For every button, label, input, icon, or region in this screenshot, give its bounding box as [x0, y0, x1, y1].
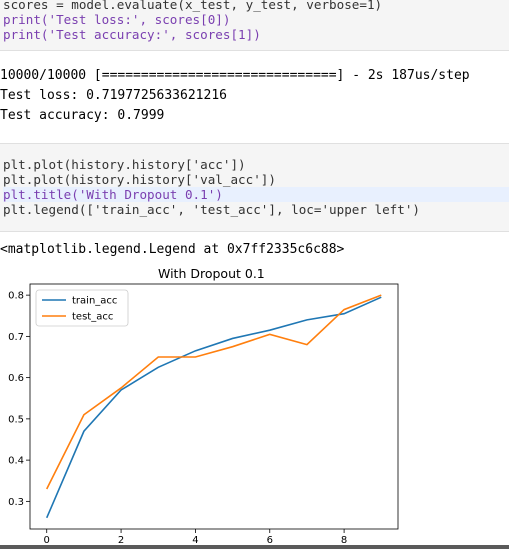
chart-title: With Dropout 0.1 [158, 266, 265, 281]
code-line-1: scores = model.evaluate(x_test, y_test, … [3, 0, 383, 12]
y-tick-label: 0.4 [8, 456, 24, 467]
x-tick-label: 4 [192, 535, 198, 546]
code-line-3: print('Test accuracy:', scores[1]) [3, 27, 261, 42]
plot-frame [29, 283, 399, 530]
x-tick-label: 0 [44, 535, 50, 546]
legend-label-test_acc: test_acc [72, 312, 113, 323]
y-tick-label: 0.5 [8, 414, 24, 425]
y-tick-label: 0.6 [8, 373, 24, 384]
progress-output: 10000/10000 [===========================… [0, 68, 470, 83]
code-line-4: plt.legend(['train_acc', 'test_acc'], lo… [3, 202, 421, 217]
x-tick-label: 8 [341, 535, 347, 546]
series-line-test_acc [46, 294, 382, 490]
legend-repr-output: <matplotlib.legend.Legend at 0x7ff2335c6… [0, 242, 345, 257]
code-line-2: plt.plot(history.history['val_acc']) [3, 172, 276, 187]
code-line-1: plt.plot(history.history['acc']) [3, 157, 246, 172]
bottom-scrollbar[interactable] [0, 545, 509, 549]
legend-label-train_acc: train_acc [72, 296, 117, 307]
y-tick-label: 0.3 [8, 497, 24, 508]
x-tick-label: 2 [118, 535, 124, 546]
series-line-train_acc [45, 296, 382, 519]
test-accuracy-output: Test accuracy: 0.7999 [0, 108, 165, 123]
code-line-3: plt.title('With Dropout 0.1') [3, 187, 509, 202]
code-cell-plot[interactable]: plt.plot(history.history['acc']) plt.plo… [0, 143, 509, 232]
test-loss-output: Test loss: 0.7197725633621216 [0, 88, 227, 103]
code-line-2: print('Test loss:', scores[0]) [3, 12, 231, 27]
legend-box [35, 289, 129, 327]
x-tick-label: 6 [267, 535, 273, 546]
y-tick-label: 0.8 [8, 291, 24, 302]
code-cell-evaluate[interactable]: scores = model.evaluate(x_test, y_test, … [0, 0, 509, 51]
y-tick-label: 0.7 [8, 332, 24, 343]
